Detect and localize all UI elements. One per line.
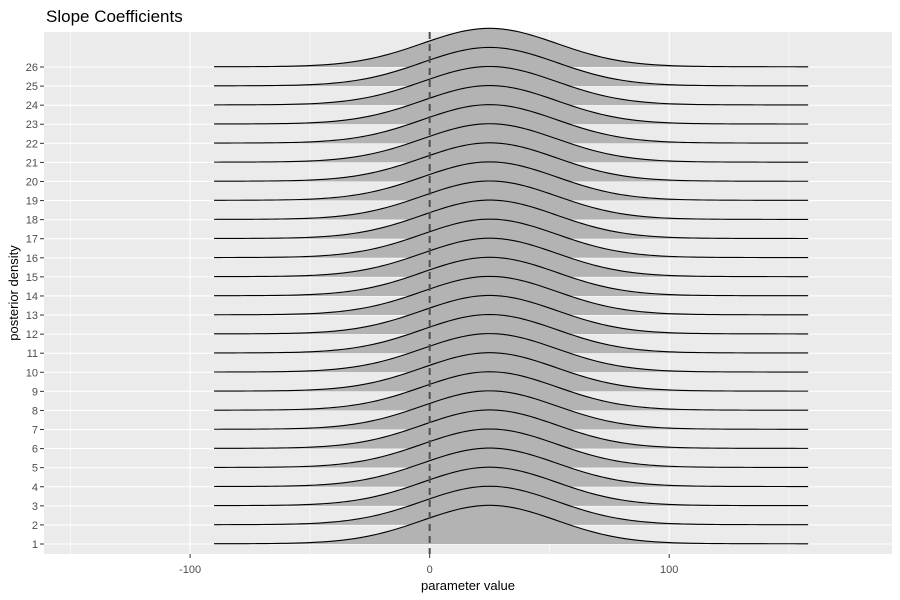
density-ridge-line-7 xyxy=(214,390,809,430)
density-ridge-line-5 xyxy=(214,428,809,468)
density-ridge-fill-20 xyxy=(214,142,809,182)
density-ridge-line-3 xyxy=(214,466,809,507)
x-tick-label: 0 xyxy=(427,564,433,576)
y-tick-label: 6 xyxy=(32,444,38,456)
density-ridge-line-2 xyxy=(214,485,809,526)
x-tick-label: -100 xyxy=(179,564,201,576)
y-axis: 1234567891011121314151617181920212223242… xyxy=(26,62,44,551)
x-axis-title: parameter value xyxy=(421,578,515,593)
y-tick-label: 14 xyxy=(26,291,38,303)
y-tick-label: 20 xyxy=(26,176,38,188)
density-ridge-line-21 xyxy=(214,123,809,163)
density-ridge-fill-22 xyxy=(214,104,809,144)
y-tick-label: 25 xyxy=(26,81,38,93)
density-ridge-line-20 xyxy=(214,142,809,182)
chart-title: Slope Coefficients xyxy=(46,7,183,26)
density-ridge-fill-24 xyxy=(214,66,809,106)
y-tick-label: 9 xyxy=(32,386,38,398)
density-ridge-fill-8 xyxy=(214,371,809,411)
density-ridges xyxy=(214,27,809,545)
density-ridge-line-16 xyxy=(214,218,809,259)
y-tick-label: 26 xyxy=(26,62,38,74)
density-ridge-fill-14 xyxy=(214,257,809,296)
y-tick-label: 16 xyxy=(26,253,38,265)
density-ridge-line-22 xyxy=(214,104,809,144)
density-ridge-fill-11 xyxy=(214,314,809,354)
density-ridge-line-10 xyxy=(214,333,809,373)
density-ridge-fill-3 xyxy=(214,467,809,506)
y-tick-label: 22 xyxy=(26,138,38,150)
x-axis: -100 0 100 xyxy=(179,554,678,576)
y-tick-label: 13 xyxy=(26,310,38,322)
density-ridge-line-25 xyxy=(214,46,809,87)
density-ridge-fill-4 xyxy=(214,448,809,487)
density-ridge-fill-10 xyxy=(214,333,809,373)
density-ridge-line-17 xyxy=(214,199,809,240)
y-tick-label: 5 xyxy=(32,463,38,475)
density-ridge-fill-13 xyxy=(214,276,809,316)
density-ridge-fill-7 xyxy=(214,390,809,430)
density-ridge-fill-12 xyxy=(214,295,809,335)
y-tick-label: 2 xyxy=(32,520,38,532)
y-tick-label: 21 xyxy=(26,157,38,169)
y-tick-label: 1 xyxy=(32,539,38,551)
density-ridge-fill-25 xyxy=(214,47,809,87)
density-ridge-line-13 xyxy=(214,275,809,316)
density-ridge-fill-19 xyxy=(214,161,809,201)
y-tick-label: 15 xyxy=(26,272,38,284)
density-ridge-fill-2 xyxy=(214,486,809,525)
density-ridge-line-15 xyxy=(214,237,809,278)
density-ridge-line-24 xyxy=(214,65,809,106)
y-tick-label: 7 xyxy=(32,425,38,437)
y-tick-label: 10 xyxy=(26,367,38,379)
y-tick-label: 11 xyxy=(27,348,38,360)
density-ridge-fill-6 xyxy=(214,409,809,449)
density-ridge-fill-16 xyxy=(214,219,809,258)
x-tick-label: 100 xyxy=(660,564,678,576)
density-ridge-fill-26 xyxy=(214,28,809,68)
density-ridge-line-26 xyxy=(214,27,809,68)
density-ridge-line-8 xyxy=(214,371,809,411)
density-ridge-fill-21 xyxy=(214,123,809,163)
density-ridge-line-14 xyxy=(214,256,809,297)
density-ridge-line-4 xyxy=(214,447,809,488)
density-ridge-line-1 xyxy=(214,504,809,545)
density-ridge-line-9 xyxy=(214,352,809,392)
density-ridge-line-19 xyxy=(214,161,809,201)
density-ridge-line-11 xyxy=(214,314,809,354)
density-ridge-line-12 xyxy=(214,294,809,335)
density-ridge-fill-18 xyxy=(214,180,809,220)
density-ridge-fill-15 xyxy=(214,238,809,277)
y-tick-label: 18 xyxy=(26,215,38,227)
density-ridge-fill-5 xyxy=(214,429,809,468)
density-ridge-line-18 xyxy=(214,180,809,220)
density-ridge-line-6 xyxy=(214,409,809,449)
y-tick-label: 19 xyxy=(26,196,38,208)
density-ridge-fill-17 xyxy=(214,200,809,239)
y-tick-label: 23 xyxy=(26,119,38,131)
density-ridge-fill-1 xyxy=(214,505,809,544)
y-tick-label: 17 xyxy=(26,234,38,246)
y-axis-title: posterior density xyxy=(6,245,21,341)
y-tick-label: 24 xyxy=(26,100,38,112)
density-ridge-line-23 xyxy=(214,85,809,125)
y-tick-label: 8 xyxy=(32,405,38,417)
density-ridge-fill-23 xyxy=(214,85,809,125)
y-tick-label: 12 xyxy=(26,329,38,341)
y-tick-label: 3 xyxy=(32,501,38,513)
density-ridge-fill-9 xyxy=(214,352,809,392)
y-tick-label: 4 xyxy=(32,482,38,494)
